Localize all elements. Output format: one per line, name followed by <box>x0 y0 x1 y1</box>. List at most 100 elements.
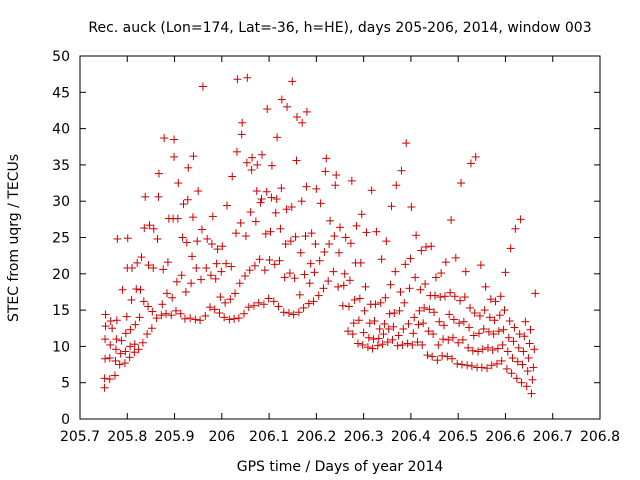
data-point <box>157 311 166 320</box>
data-point <box>508 354 517 363</box>
data-point <box>232 147 241 156</box>
data-point <box>344 327 353 336</box>
data-point <box>417 246 426 255</box>
data-point <box>357 210 366 219</box>
data-point <box>206 303 214 312</box>
data-point <box>188 252 197 261</box>
data-point <box>289 310 298 319</box>
data-point <box>264 294 273 303</box>
data-point <box>345 276 354 285</box>
data-point <box>257 195 266 204</box>
data-point <box>416 285 425 294</box>
data-point <box>288 77 297 86</box>
data-point <box>197 225 206 234</box>
data-point <box>433 356 442 365</box>
data-point <box>516 215 525 224</box>
data-point <box>203 234 212 243</box>
data-point <box>173 214 182 223</box>
data-point <box>456 296 465 305</box>
data-point <box>277 95 286 104</box>
data-point <box>349 319 358 328</box>
data-point <box>439 335 448 344</box>
data-point <box>480 306 489 315</box>
data-point <box>149 263 158 272</box>
data-point <box>138 338 147 347</box>
data-point <box>415 306 424 315</box>
data-point <box>410 313 419 322</box>
y-tick-label: 0 <box>61 412 70 428</box>
data-point <box>336 223 344 232</box>
data-point <box>520 332 529 341</box>
data-point <box>484 327 493 336</box>
data-point <box>292 156 301 165</box>
data-point <box>174 179 183 188</box>
data-point <box>514 343 523 352</box>
data-point <box>466 303 474 312</box>
data-point <box>294 308 303 317</box>
data-point <box>362 228 371 237</box>
chart-title: Rec. auck (Lon=174, Lat=-36, h=HE), days… <box>88 20 591 36</box>
x-tick-label: 205.8 <box>107 429 147 445</box>
y-tick-label: 20 <box>52 267 70 283</box>
data-point <box>137 253 146 262</box>
data-point <box>111 345 120 354</box>
data-point <box>320 248 329 257</box>
data-point <box>354 316 363 325</box>
data-point <box>244 303 253 312</box>
data-point <box>112 335 121 344</box>
data-point <box>215 309 224 318</box>
data-point <box>162 309 171 318</box>
x-tick-label: 205.9 <box>154 429 194 445</box>
data-point <box>401 260 410 269</box>
data-point <box>497 356 506 365</box>
x-axis-label: GPS time / Days of year 2014 <box>237 459 444 475</box>
data-point <box>312 184 321 193</box>
data-point <box>272 195 281 204</box>
data-point <box>263 104 272 113</box>
data-point <box>180 314 189 323</box>
y-tick-label: 35 <box>52 158 70 174</box>
data-point <box>302 107 311 116</box>
data-point <box>302 182 311 191</box>
data-point <box>230 314 239 323</box>
data-point <box>399 324 408 333</box>
data-point <box>115 360 124 369</box>
data-point <box>467 362 476 371</box>
data-point <box>397 166 406 175</box>
data-point <box>474 347 483 356</box>
data-point <box>154 192 163 201</box>
data-point <box>463 361 472 370</box>
data-point <box>361 282 370 291</box>
data-point <box>212 259 221 268</box>
data-point <box>385 309 394 318</box>
data-point <box>122 312 131 321</box>
data-point <box>443 352 452 361</box>
x-tick-label: 206.8 <box>580 429 620 445</box>
data-point <box>393 341 402 350</box>
data-point <box>326 216 335 225</box>
data-point <box>428 352 437 361</box>
data-point <box>246 208 255 217</box>
data-point <box>479 324 488 333</box>
data-point <box>427 242 436 251</box>
data-point <box>184 163 193 172</box>
data-point <box>266 227 275 236</box>
data-point <box>310 268 319 277</box>
data-point <box>445 310 454 319</box>
data-point <box>163 258 172 267</box>
data-point <box>316 199 325 208</box>
data-point <box>223 201 232 210</box>
data-point <box>227 262 236 271</box>
data-point <box>211 274 220 283</box>
data-point <box>367 186 376 195</box>
data-point <box>193 237 202 246</box>
data-point <box>459 317 468 326</box>
data-point <box>383 338 392 347</box>
data-point <box>374 334 383 343</box>
y-tick-label: 15 <box>52 303 70 319</box>
data-point <box>496 292 505 301</box>
y-tick-label: 45 <box>52 85 70 101</box>
data-point <box>396 287 405 296</box>
data-point <box>435 317 444 326</box>
